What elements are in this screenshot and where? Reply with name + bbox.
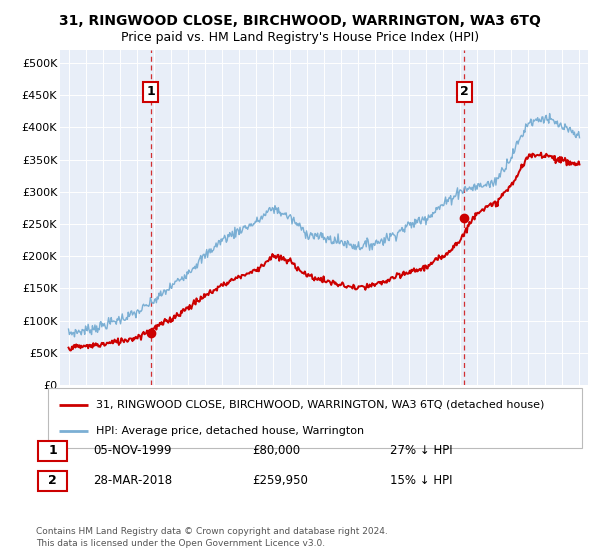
Text: HPI: Average price, detached house, Warrington: HPI: Average price, detached house, Warr… — [96, 426, 364, 436]
Text: 05-NOV-1999: 05-NOV-1999 — [93, 444, 172, 458]
Text: 2: 2 — [48, 474, 57, 487]
FancyBboxPatch shape — [38, 471, 67, 491]
Text: Contains HM Land Registry data © Crown copyright and database right 2024.
This d: Contains HM Land Registry data © Crown c… — [36, 526, 388, 548]
Text: 31, RINGWOOD CLOSE, BIRCHWOOD, WARRINGTON, WA3 6TQ (detached house): 31, RINGWOOD CLOSE, BIRCHWOOD, WARRINGTO… — [96, 400, 544, 410]
Text: 31, RINGWOOD CLOSE, BIRCHWOOD, WARRINGTON, WA3 6TQ: 31, RINGWOOD CLOSE, BIRCHWOOD, WARRINGTO… — [59, 14, 541, 28]
Text: 15% ↓ HPI: 15% ↓ HPI — [390, 474, 452, 487]
Text: £259,950: £259,950 — [252, 474, 308, 487]
Text: 1: 1 — [146, 85, 155, 99]
Text: 28-MAR-2018: 28-MAR-2018 — [93, 474, 172, 487]
Text: 2: 2 — [460, 85, 469, 99]
FancyBboxPatch shape — [38, 441, 67, 461]
Text: £80,000: £80,000 — [252, 444, 300, 458]
Text: 27% ↓ HPI: 27% ↓ HPI — [390, 444, 452, 458]
FancyBboxPatch shape — [48, 388, 582, 448]
Text: 1: 1 — [48, 444, 57, 458]
Text: Price paid vs. HM Land Registry's House Price Index (HPI): Price paid vs. HM Land Registry's House … — [121, 31, 479, 44]
